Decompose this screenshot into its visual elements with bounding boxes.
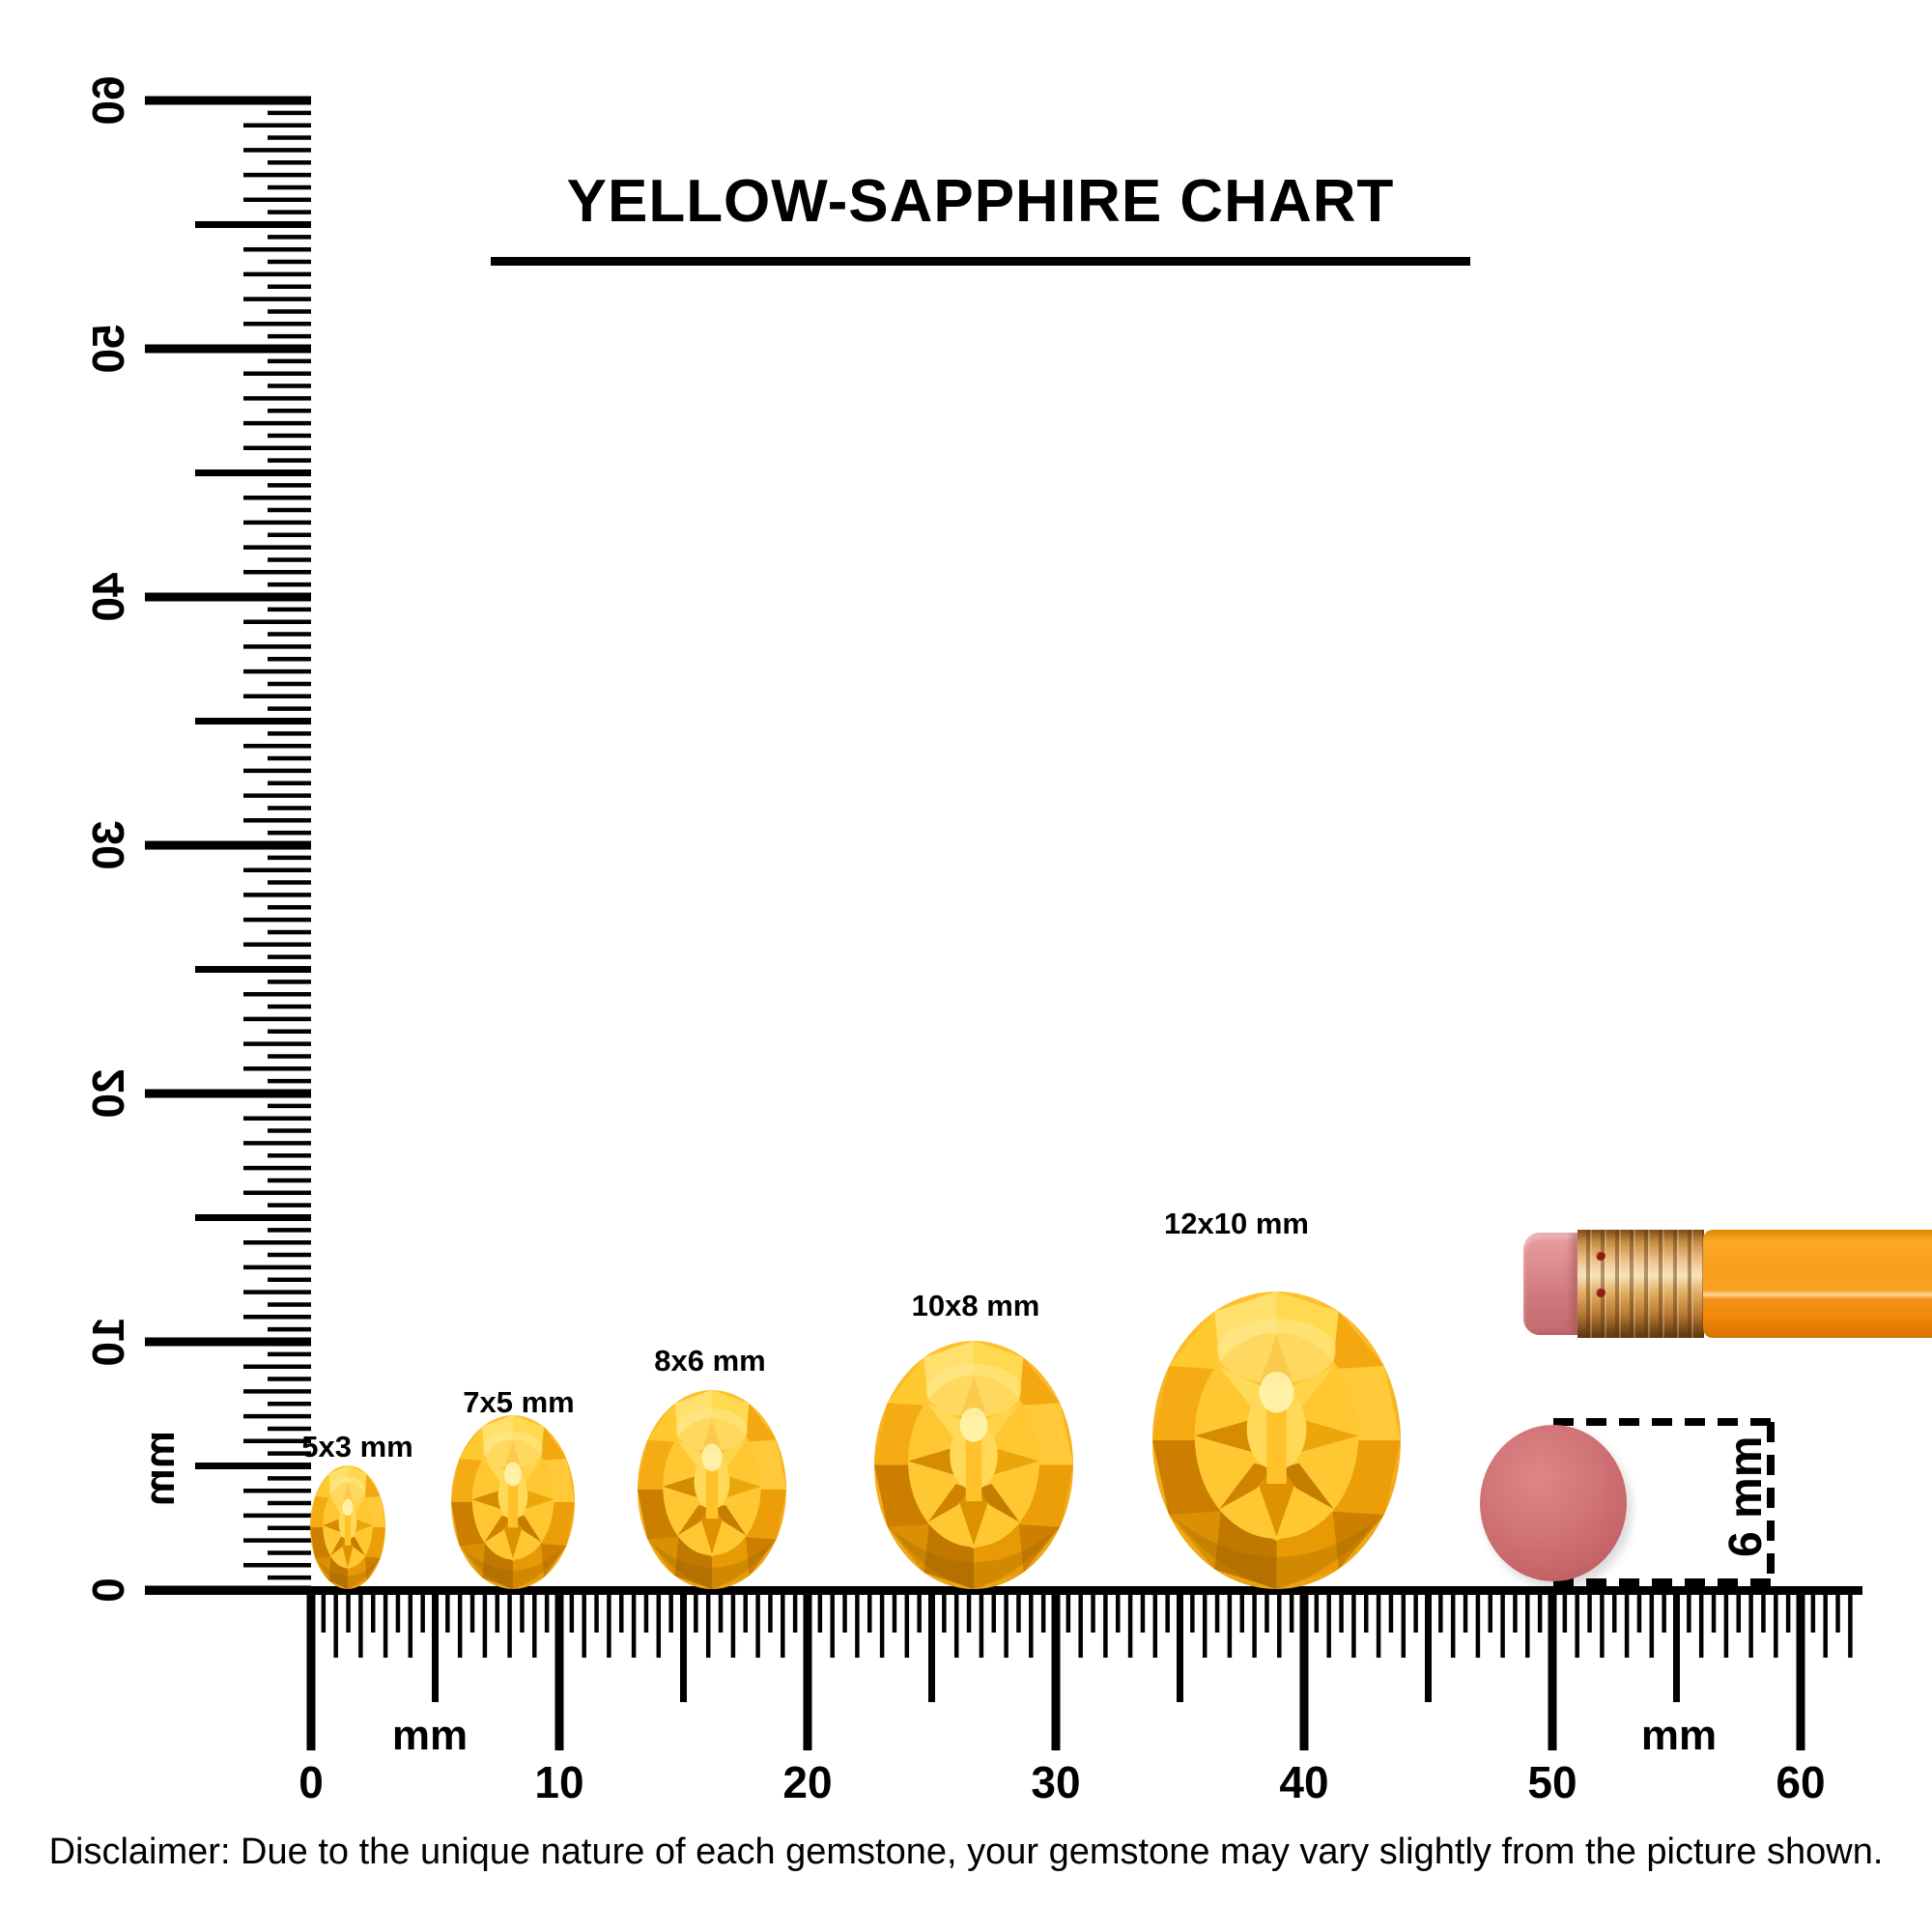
gem-label-8x6: 8x6 mm	[654, 1344, 766, 1378]
gem-12x10	[1152, 1292, 1401, 1589]
gem-8x6	[638, 1390, 786, 1589]
v-ruler-label-20: 20	[83, 1068, 133, 1119]
gem-label-7x5: 7x5 mm	[463, 1385, 575, 1419]
pencil-body	[1703, 1230, 1932, 1338]
h-ruler-label-60: 60	[1776, 1757, 1826, 1807]
eraser-size-dashed-box	[1553, 1418, 1775, 1586]
eraser-top-view-circle	[1480, 1425, 1627, 1581]
v-ruler-label-30: 30	[83, 820, 133, 870]
v-ruler-label-10: 10	[83, 1317, 133, 1367]
h-ruler-label-30: 30	[1031, 1757, 1081, 1807]
gem-label-5x3: 5x3 mm	[301, 1430, 413, 1463]
h-ruler-label-50: 50	[1527, 1757, 1577, 1807]
ferrule-rivet	[1596, 1251, 1605, 1261]
v-ruler-label-50: 50	[83, 324, 133, 374]
ferrule-rivet	[1596, 1288, 1605, 1297]
h-ruler-unit-label-left: mm	[391, 1712, 469, 1759]
ruler-ticks	[145, 96, 1853, 1750]
gem-label-10x8: 10x8 mm	[911, 1289, 1040, 1322]
v-ruler-label-40: 40	[83, 572, 133, 622]
v-ruler-unit-label: mm	[136, 1430, 184, 1507]
gem-7x5	[451, 1415, 575, 1589]
page-title: YELLOW-SAPPHIRE CHART	[566, 168, 1395, 235]
disclaimer-text: Disclaimer: Due to the unique nature of …	[48, 1832, 1884, 1872]
gem-label-12x10: 12x10 mm	[1164, 1207, 1309, 1240]
v-ruler-label-0: 0	[83, 1577, 133, 1603]
h-ruler-label-40: 40	[1279, 1757, 1329, 1807]
horizontal-ruler-baseline	[145, 1586, 1862, 1595]
h-ruler-label-0: 0	[298, 1757, 324, 1807]
pencil-ferrule	[1577, 1230, 1704, 1338]
pencil-eraser	[1523, 1233, 1578, 1335]
pencil	[1523, 1230, 1932, 1338]
h-ruler-unit-label-right: mm	[1640, 1712, 1718, 1759]
h-ruler-label-10: 10	[534, 1757, 584, 1807]
h-ruler-label-20: 20	[782, 1757, 833, 1807]
gem-10x8	[874, 1341, 1073, 1589]
title-underline	[491, 257, 1470, 266]
eraser-size-annotation: 6 mm	[1720, 1435, 1772, 1557]
v-ruler-label-60: 60	[83, 75, 133, 126]
ferrule-ridges	[1577, 1230, 1704, 1338]
gem-5x3	[310, 1465, 385, 1589]
